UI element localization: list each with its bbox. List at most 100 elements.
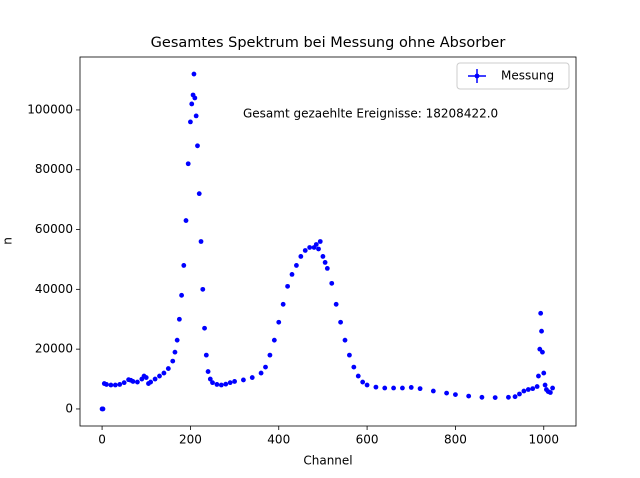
data-point — [534, 384, 540, 389]
y-tick-label: 20000 — [35, 342, 73, 356]
legend-box — [456, 62, 570, 90]
data-point — [198, 239, 204, 244]
data-point — [152, 376, 158, 382]
data-point — [479, 394, 485, 400]
data-point — [185, 161, 191, 167]
data-point — [207, 376, 213, 382]
data-point — [176, 316, 182, 322]
legend-label: Messung — [501, 69, 554, 83]
data-point — [271, 337, 277, 343]
data-point — [130, 379, 136, 384]
data-point — [317, 239, 323, 244]
data-point — [294, 263, 299, 268]
data-point — [539, 328, 544, 334]
x-tick-label: 600 — [356, 433, 379, 447]
data-point — [347, 352, 352, 358]
data-point — [285, 283, 290, 289]
data-point — [108, 382, 114, 388]
x-tick-label: 0 — [98, 433, 106, 447]
data-point — [298, 254, 304, 259]
data-point — [203, 352, 209, 358]
data-point — [338, 319, 343, 325]
data-point — [517, 391, 522, 397]
data-point — [165, 366, 171, 371]
data-point — [148, 379, 154, 385]
x-tick-label: 800 — [444, 433, 467, 447]
y-tick-label: 40000 — [35, 282, 73, 296]
data-point — [430, 388, 436, 394]
data-point — [188, 119, 193, 125]
data-point — [320, 254, 326, 259]
data-point — [536, 373, 541, 379]
data-point — [100, 406, 106, 412]
data-point — [117, 382, 123, 387]
data-point — [541, 370, 547, 376]
data-point — [512, 394, 518, 400]
data-point — [525, 387, 531, 392]
data-point — [530, 386, 536, 392]
data-point — [193, 113, 199, 119]
data-point — [205, 369, 211, 374]
data-point — [417, 386, 423, 392]
data-point — [181, 263, 187, 268]
data-point — [241, 377, 246, 383]
data-point — [258, 370, 264, 376]
data-point — [408, 385, 414, 390]
data-point — [391, 385, 396, 391]
data-point — [210, 380, 215, 386]
data-point — [195, 143, 200, 149]
data-point — [400, 385, 405, 391]
annotation: Gesamt gezaehlte Ereignisse: 18208422.0 — [243, 107, 498, 121]
y-tick-label: 0 — [65, 401, 73, 415]
data-point — [267, 352, 273, 358]
data-point — [550, 385, 555, 391]
y-tick-label: 100000 — [27, 102, 73, 116]
data-point — [191, 71, 197, 77]
y-tick-label: 80000 — [35, 162, 73, 176]
data-point — [322, 260, 328, 265]
data-point — [444, 390, 449, 396]
data-point — [547, 390, 553, 395]
data-point — [506, 394, 511, 400]
data-point — [183, 218, 189, 223]
data-point — [179, 292, 184, 298]
data-point — [135, 379, 140, 385]
data-point — [342, 337, 348, 343]
y-tick-label: 60000 — [35, 222, 73, 236]
legend-marker — [474, 73, 480, 79]
data-point — [329, 280, 335, 286]
data-point — [196, 191, 202, 197]
data-point — [280, 301, 286, 307]
data-point — [227, 380, 233, 386]
data-point — [324, 266, 330, 271]
data-point — [466, 393, 472, 399]
data-point — [174, 337, 180, 343]
plot-frame — [79, 56, 577, 427]
data-point — [453, 392, 458, 398]
data-point — [104, 382, 109, 387]
data-point — [143, 375, 149, 380]
chart-title: Gesamtes Spektrum bei Messung ohne Absor… — [151, 35, 506, 51]
data-point — [202, 325, 207, 331]
data-point — [333, 301, 339, 307]
data-point — [289, 271, 295, 277]
data-point — [121, 380, 127, 386]
x-axis-label: Channel — [303, 454, 352, 468]
data-point — [276, 319, 282, 325]
data-point — [192, 95, 198, 101]
data-point — [355, 373, 361, 379]
data-point — [223, 381, 229, 387]
data-point — [307, 245, 313, 250]
data-point — [302, 248, 308, 253]
data-point — [313, 242, 319, 247]
x-tick-label: 1000 — [528, 433, 559, 447]
data-point — [360, 379, 366, 385]
data-point — [492, 395, 498, 400]
data-point — [382, 385, 388, 391]
data-point — [316, 246, 321, 252]
data-point — [249, 375, 255, 380]
data-point — [170, 358, 176, 364]
x-tick-label: 200 — [179, 433, 202, 447]
data-point — [542, 382, 548, 388]
